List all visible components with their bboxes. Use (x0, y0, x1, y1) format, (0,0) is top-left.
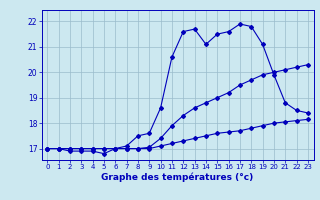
X-axis label: Graphe des températures (°c): Graphe des températures (°c) (101, 173, 254, 182)
